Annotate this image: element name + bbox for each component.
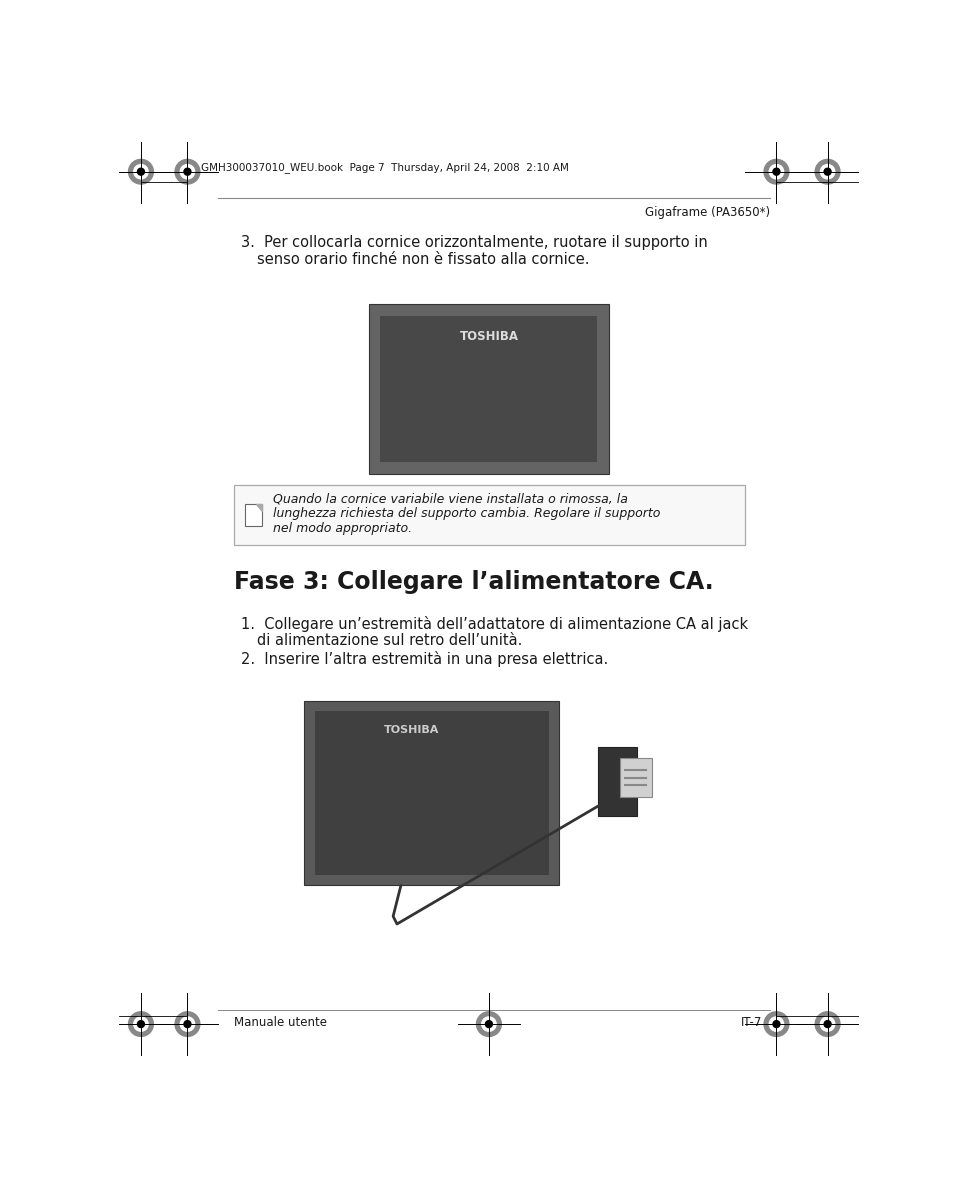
- Text: nel modo appropriato.: nel modo appropriato.: [273, 522, 412, 535]
- Circle shape: [772, 1021, 780, 1028]
- Text: Gigaframe (PA3650*): Gigaframe (PA3650*): [644, 205, 769, 218]
- Circle shape: [180, 165, 194, 179]
- Circle shape: [180, 1017, 194, 1032]
- Circle shape: [481, 1017, 496, 1032]
- Circle shape: [763, 159, 788, 184]
- Text: 2.  Inserire l’altra estremità in una presa elettrica.: 2. Inserire l’altra estremità in una pre…: [241, 650, 608, 667]
- Text: senso orario finché non è fissato alla cornice.: senso orario finché non è fissato alla c…: [257, 252, 589, 267]
- Bar: [245, 504, 261, 526]
- Bar: [314, 711, 548, 875]
- Text: Manuale utente: Manuale utente: [233, 1016, 327, 1029]
- Circle shape: [768, 165, 782, 179]
- Circle shape: [476, 1011, 500, 1036]
- Circle shape: [133, 165, 148, 179]
- Circle shape: [823, 169, 830, 176]
- Circle shape: [485, 1021, 492, 1028]
- Bar: [380, 316, 597, 462]
- Circle shape: [184, 1021, 191, 1028]
- Polygon shape: [255, 504, 261, 510]
- Bar: [233, 485, 744, 545]
- Bar: [369, 304, 608, 474]
- Bar: [619, 758, 652, 796]
- Circle shape: [820, 1017, 834, 1032]
- Text: IT-7: IT-7: [740, 1016, 761, 1029]
- Text: 1.  Collegare un’estremità dell’adattatore di alimentazione CA al jack: 1. Collegare un’estremità dell’adattator…: [241, 616, 747, 631]
- Bar: [598, 747, 637, 817]
- Circle shape: [129, 159, 153, 184]
- Circle shape: [137, 1021, 144, 1028]
- Text: 3.  Per collocarla cornice orizzontalmente, ruotare il supporto in: 3. Per collocarla cornice orizzontalment…: [241, 235, 707, 249]
- Circle shape: [129, 1011, 153, 1036]
- Circle shape: [768, 1017, 782, 1032]
- Text: Fase 3: Collegare l’alimentatore CA.: Fase 3: Collegare l’alimentatore CA.: [233, 570, 713, 594]
- Circle shape: [815, 159, 840, 184]
- Circle shape: [772, 169, 780, 176]
- Text: Quando la cornice variabile viene installata o rimossa, la: Quando la cornice variabile viene instal…: [273, 493, 627, 506]
- Circle shape: [174, 1011, 199, 1036]
- Text: GMH300037010_WEU.book  Page 7  Thursday, April 24, 2008  2:10 AM: GMH300037010_WEU.book Page 7 Thursday, A…: [200, 163, 568, 173]
- Bar: [303, 700, 558, 886]
- Text: TOSHIBA: TOSHIBA: [383, 725, 438, 735]
- Circle shape: [815, 1011, 840, 1036]
- Circle shape: [133, 1017, 148, 1032]
- Circle shape: [820, 165, 834, 179]
- Circle shape: [823, 1021, 830, 1028]
- Circle shape: [174, 159, 199, 184]
- Text: TOSHIBA: TOSHIBA: [459, 330, 517, 343]
- Circle shape: [763, 1011, 788, 1036]
- Text: lunghezza richiesta del supporto cambia. Regolare il supporto: lunghezza richiesta del supporto cambia.…: [273, 507, 659, 520]
- Circle shape: [184, 169, 191, 176]
- Circle shape: [137, 169, 144, 176]
- Text: di alimentazione sul retro dell’unità.: di alimentazione sul retro dell’unità.: [257, 633, 522, 648]
